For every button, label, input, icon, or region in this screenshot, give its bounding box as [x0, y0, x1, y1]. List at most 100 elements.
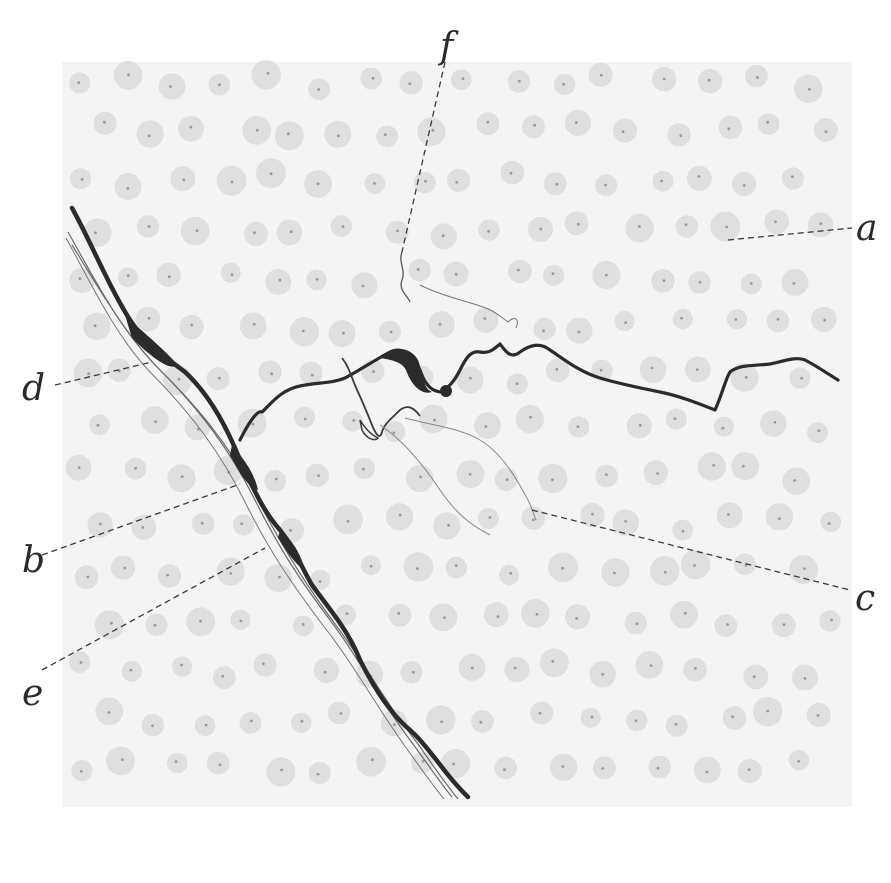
cell-nucleus — [718, 115, 743, 140]
nucleolus — [599, 368, 603, 372]
cell-nucleus — [136, 120, 164, 148]
nucleolus — [190, 323, 194, 327]
nucleolus — [650, 366, 654, 370]
nucleolus — [731, 715, 734, 719]
cell-nucleus — [294, 406, 316, 428]
nucleolus — [496, 615, 500, 618]
nucleolus — [154, 420, 158, 423]
cell-nucleus — [789, 555, 818, 584]
cell-nucleus — [184, 414, 211, 441]
cell-nucleus — [731, 452, 760, 481]
cell-nucleus — [158, 73, 186, 100]
branching-fiber — [238, 342, 840, 536]
label-c: c — [855, 578, 875, 619]
label-leaders — [41, 61, 853, 671]
cell-nucleus — [820, 511, 842, 533]
nucleolus — [372, 370, 375, 373]
nucleolus — [123, 566, 127, 570]
nucleolus — [147, 134, 151, 138]
cell-nucleus — [417, 117, 446, 146]
nucleolus — [300, 719, 304, 723]
nucleolus — [352, 419, 356, 422]
cell-nucleus — [813, 118, 838, 142]
nucleolus — [454, 564, 458, 567]
nucleolus — [454, 272, 458, 276]
cell-nucleus — [508, 259, 532, 284]
nucleolus — [756, 76, 759, 79]
nucleolus — [591, 512, 594, 516]
cell-nucleus — [385, 503, 414, 531]
cell-nucleus — [483, 602, 509, 628]
cell-nucleus — [648, 755, 672, 779]
nucleolus — [712, 463, 716, 467]
cell-nucleus — [140, 406, 169, 434]
nucleolus — [126, 187, 130, 190]
cell-nucleus — [760, 410, 787, 437]
cell-nucleus — [477, 508, 499, 530]
nucleolus — [301, 623, 305, 626]
nucleolus — [574, 121, 578, 124]
cell-nucleus — [313, 657, 339, 684]
cell-nucleus — [351, 272, 378, 299]
nucleolus — [452, 762, 455, 766]
nucleolus — [698, 280, 702, 284]
cell-nucleus — [504, 657, 530, 683]
nucleolus — [533, 123, 536, 127]
nucleolus — [624, 520, 628, 523]
cell-nucleus — [782, 467, 811, 496]
nucleolus — [269, 172, 273, 176]
nucleolus — [695, 368, 699, 371]
nucleolus — [517, 79, 521, 83]
nucleolus — [562, 82, 565, 86]
nucleolus — [461, 77, 465, 80]
nucleolus — [792, 282, 796, 285]
cell-nucleus — [310, 569, 331, 590]
nucleolus — [77, 81, 81, 85]
nucleolus — [484, 425, 488, 428]
nucleolus — [819, 222, 823, 226]
cell-nucleus — [473, 307, 499, 333]
cell-nucleus — [580, 707, 601, 728]
leader-line-c — [531, 509, 851, 591]
nucleolus — [793, 479, 796, 482]
nucleolus — [516, 268, 520, 272]
cell-nucleus — [69, 168, 92, 190]
cell-nucleus — [327, 701, 351, 725]
nucleolus — [440, 720, 444, 724]
nucleolus — [551, 478, 554, 482]
cell-nucleus — [722, 706, 747, 730]
cell-nucleus — [564, 211, 589, 236]
nucleolus — [398, 513, 402, 517]
nucleolus — [575, 617, 578, 620]
cell-nucleus — [400, 661, 423, 684]
cell-nucleus — [276, 219, 303, 246]
cell-nucleus — [521, 506, 545, 530]
nucleolus — [601, 767, 605, 770]
nucleolus — [561, 566, 564, 570]
nucleolus — [673, 417, 677, 420]
nucleolus — [707, 78, 711, 82]
nucleolus — [412, 670, 415, 674]
cell-nucleus — [243, 221, 269, 246]
nerve-bundle-swelling — [230, 445, 258, 490]
nucleolus — [96, 423, 100, 427]
cell-nucleus — [730, 363, 759, 392]
cell-nucleus — [819, 610, 841, 632]
cell-nucleus — [213, 666, 236, 689]
cell-nucleus — [614, 311, 635, 332]
cell-nucleus — [308, 762, 331, 785]
nucleolus — [408, 82, 412, 86]
cell-nucleus — [360, 67, 382, 90]
cell-nucleus — [533, 317, 556, 341]
nucleolus — [87, 372, 91, 376]
nucleolus — [824, 130, 828, 134]
nucleolus — [694, 667, 697, 670]
nucleolus — [169, 85, 172, 88]
nucleolus — [479, 720, 483, 724]
nucleolus — [532, 518, 535, 522]
nucleolus — [239, 619, 243, 623]
nucleolus — [240, 522, 244, 526]
cell-nucleus — [414, 171, 436, 194]
cell-nucleus — [399, 71, 423, 95]
